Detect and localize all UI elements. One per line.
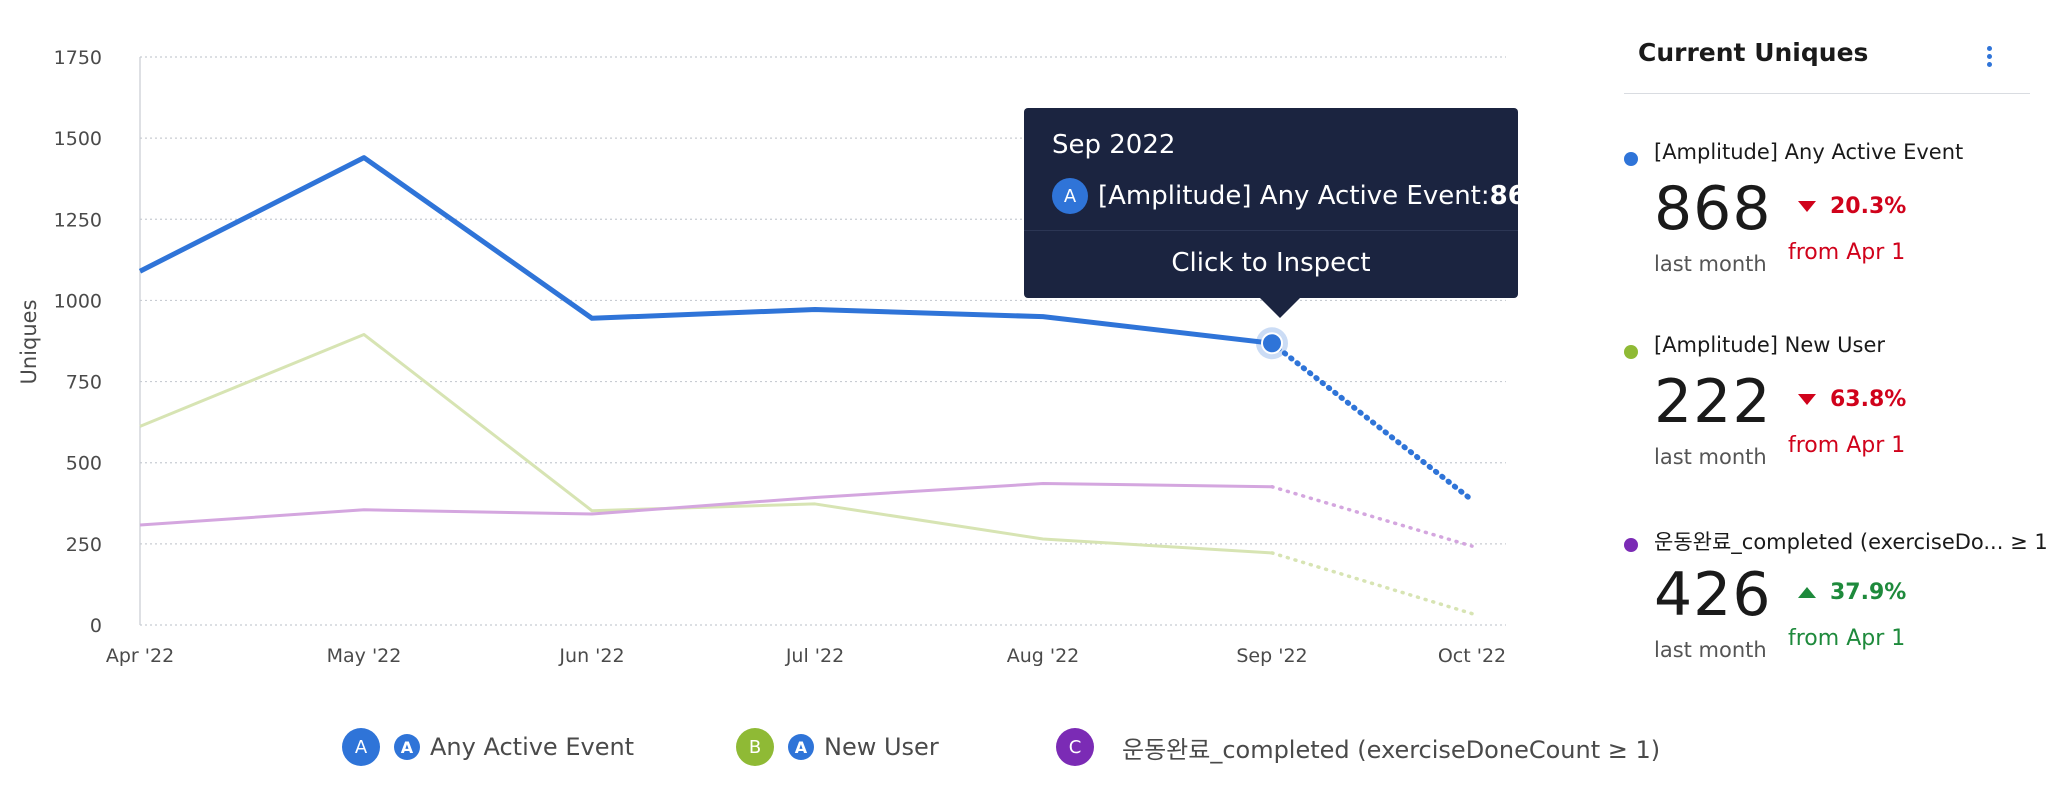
up-arrow-icon — [1798, 587, 1816, 598]
metric-change-value: 20.3% — [1830, 194, 1907, 219]
y-axis-ticks: 0 250 500 750 1000 1250 1500 1750 — [54, 47, 102, 637]
metric-period: last month — [1654, 445, 1767, 469]
y-tick-label: 1750 — [54, 47, 102, 69]
metric-value: 868 — [1654, 174, 1772, 244]
legend-label: Any Active Event — [430, 733, 635, 761]
metric-change: 63.8% — [1798, 387, 1906, 412]
amplitude-icon: A — [394, 734, 420, 760]
metric-card-c[interactable]: 운동완료_completed (exerciseDo... ≥ 1) 426 l… — [1624, 526, 2048, 706]
metric-change: 37.9% — [1798, 580, 1906, 605]
series-dot-icon — [1624, 538, 1638, 552]
series-lines[interactable] — [138, 155, 1475, 616]
y-tick-label: 750 — [66, 372, 102, 394]
x-tick-label: Jun '22 — [558, 645, 624, 667]
metric-since: from Apr 1 — [1788, 240, 1906, 265]
x-tick-label: Aug '22 — [1007, 645, 1080, 667]
amplitude-icon: A — [788, 734, 814, 760]
tooltip-row: A [Amplitude] Any Active Event: 868 — [1052, 178, 1544, 214]
down-arrow-icon — [1798, 201, 1816, 212]
metric-change: 20.3% — [1798, 194, 1906, 219]
metric-card-b[interactable]: [Amplitude] New User 222 last month 63.8… — [1624, 333, 2034, 513]
metric-period: last month — [1654, 252, 1767, 276]
down-arrow-icon — [1798, 394, 1816, 405]
legend-item-b[interactable]: B A New User — [736, 728, 939, 766]
metric-name: [Amplitude] New User — [1654, 333, 1886, 357]
metric-change-value: 63.8% — [1830, 387, 1907, 412]
legend-item-a[interactable]: A A Any Active Event — [342, 728, 634, 766]
y-tick-label: 1000 — [54, 290, 102, 312]
highlight-point[interactable] — [1256, 327, 1288, 360]
metric-since: from Apr 1 — [1788, 433, 1906, 458]
legend-badge: A — [342, 728, 380, 766]
metric-value: 222 — [1654, 367, 1772, 437]
y-tick-label: 1500 — [54, 128, 102, 150]
x-tick-label: May '22 — [327, 645, 402, 667]
metric-name: [Amplitude] Any Active Event — [1654, 140, 1964, 164]
y-axis-label: Uniques — [17, 299, 41, 384]
y-tick-label: 500 — [66, 453, 102, 475]
y-tick-label: 0 — [90, 615, 102, 637]
tooltip-title: Sep 2022 — [1052, 130, 1176, 160]
series-projection-c — [1270, 484, 1474, 548]
more-options-icon[interactable] — [1986, 46, 1994, 68]
metric-value: 426 — [1654, 560, 1772, 630]
highlight-point-marker[interactable] — [1261, 332, 1283, 355]
legend-badge: C — [1056, 728, 1094, 766]
x-tick-label: Oct '22 — [1438, 645, 1506, 667]
y-tick-label: 1250 — [54, 209, 102, 231]
inspect-button[interactable]: Click to Inspect — [1171, 248, 1371, 278]
legend-item-c[interactable]: C 운동완료_completed (exerciseDoneCount ≥ 1) — [1056, 728, 1660, 766]
metric-card-a[interactable]: [Amplitude] Any Active Event 868 last mo… — [1624, 140, 2034, 320]
tooltip-label: [Amplitude] Any Active Event: — [1098, 181, 1490, 211]
tooltip-divider — [1024, 230, 1518, 231]
tooltip[interactable]: Sep 2022 A [Amplitude] Any Active Event:… — [1024, 108, 1544, 318]
x-tick-label: Apr '22 — [106, 645, 174, 667]
legend-label: New User — [824, 733, 939, 761]
x-tick-label: Sep '22 — [1236, 645, 1307, 667]
metric-since: from Apr 1 — [1788, 626, 1906, 651]
x-tick-label: Jul '22 — [785, 645, 844, 667]
series-badge: A — [1052, 178, 1088, 214]
series-line-a[interactable] — [138, 155, 1273, 346]
legend-badge: B — [736, 728, 774, 766]
metric-period: last month — [1654, 638, 1767, 662]
series-dot-icon — [1624, 152, 1638, 166]
legend-label: 운동완료_completed (exerciseDoneCount ≥ 1) — [1122, 735, 1661, 764]
series-dot-icon — [1624, 345, 1638, 359]
series-projection-b — [1270, 551, 1474, 616]
panel-divider — [1624, 93, 2030, 94]
metric-name: 운동완료_completed (exerciseDo... ≥ 1) — [1654, 530, 2048, 554]
series-line-b[interactable] — [139, 333, 1273, 555]
series-projection-a — [1269, 340, 1475, 503]
panel-title: Current Uniques — [1638, 38, 1869, 67]
grid-lines — [139, 56, 1506, 626]
y-tick-label: 250 — [66, 534, 102, 556]
tooltip-value: 868 — [1489, 181, 1544, 211]
x-axis-ticks: Apr '22 May '22 Jun '22 Jul '22 Aug '22 Sep '… — [106, 645, 1506, 667]
line-chart: 0 250 500 750 1000 1250 1500 1750 Apr '22 May '2… — [17, 47, 1506, 667]
series-line-c[interactable] — [139, 481, 1273, 527]
metric-change-value: 37.9% — [1830, 580, 1907, 605]
